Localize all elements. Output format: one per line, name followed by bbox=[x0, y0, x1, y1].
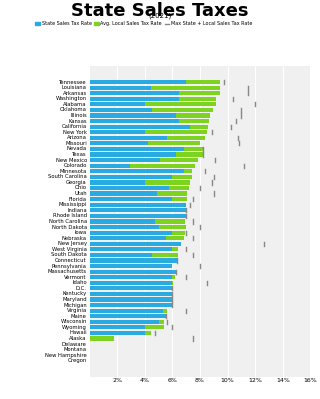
Bar bbox=[90, 147, 184, 151]
Bar bbox=[172, 231, 185, 235]
Bar bbox=[90, 130, 145, 134]
Bar bbox=[169, 186, 189, 190]
Bar bbox=[90, 192, 156, 196]
Bar bbox=[145, 102, 216, 107]
Bar bbox=[90, 169, 184, 173]
Bar bbox=[90, 280, 172, 285]
Bar bbox=[90, 152, 176, 157]
Bar bbox=[90, 91, 179, 95]
Bar bbox=[145, 325, 164, 330]
Bar bbox=[167, 136, 205, 140]
Bar bbox=[152, 108, 213, 112]
Bar bbox=[160, 158, 198, 162]
Bar bbox=[184, 147, 203, 151]
Bar bbox=[90, 270, 176, 274]
Bar bbox=[159, 225, 186, 229]
Bar bbox=[165, 236, 184, 240]
Bar bbox=[152, 253, 178, 257]
Bar bbox=[90, 314, 165, 318]
Bar bbox=[184, 169, 192, 173]
Bar bbox=[90, 286, 172, 290]
Bar bbox=[90, 264, 172, 268]
Bar bbox=[90, 175, 172, 179]
Bar bbox=[90, 336, 114, 341]
Bar bbox=[90, 308, 163, 313]
Bar bbox=[179, 119, 209, 123]
Bar bbox=[90, 303, 172, 307]
Bar bbox=[155, 219, 185, 223]
Bar bbox=[90, 136, 167, 140]
Bar bbox=[163, 308, 167, 313]
Bar bbox=[90, 259, 177, 263]
Bar bbox=[90, 203, 186, 207]
Bar bbox=[90, 208, 186, 212]
Bar bbox=[90, 275, 172, 279]
Bar bbox=[172, 197, 187, 201]
Bar bbox=[151, 85, 220, 90]
Bar bbox=[90, 231, 172, 235]
Bar bbox=[176, 152, 203, 157]
Bar bbox=[90, 297, 172, 302]
Bar bbox=[90, 80, 186, 84]
Bar bbox=[90, 320, 159, 324]
Bar bbox=[90, 113, 176, 118]
Legend: State Sales Tax Rate, Avg. Local Sales Tax Rate, Max State + Local Sales Tax Rat: State Sales Tax Rate, Avg. Local Sales T… bbox=[35, 20, 253, 27]
Bar bbox=[172, 175, 192, 179]
Bar bbox=[156, 192, 188, 196]
Bar bbox=[90, 85, 151, 90]
Bar bbox=[90, 214, 186, 218]
Bar bbox=[90, 219, 155, 223]
Bar bbox=[90, 97, 179, 101]
Bar bbox=[159, 320, 164, 324]
Bar bbox=[148, 141, 200, 146]
Bar bbox=[176, 113, 210, 118]
Bar bbox=[90, 242, 181, 246]
Bar bbox=[172, 275, 175, 279]
Bar bbox=[90, 124, 190, 129]
Bar bbox=[179, 91, 220, 95]
Bar bbox=[190, 124, 208, 129]
Bar bbox=[90, 331, 145, 335]
Bar bbox=[90, 325, 145, 330]
Bar bbox=[145, 331, 151, 335]
Bar bbox=[145, 130, 207, 134]
Bar bbox=[90, 197, 172, 201]
Bar bbox=[179, 97, 216, 101]
Bar bbox=[90, 102, 145, 107]
Bar bbox=[90, 119, 179, 123]
Text: (2021): (2021) bbox=[148, 13, 172, 19]
Bar bbox=[186, 80, 220, 84]
Bar bbox=[130, 164, 195, 168]
Bar bbox=[90, 247, 172, 251]
Bar bbox=[90, 158, 160, 162]
Bar bbox=[172, 247, 178, 251]
Bar bbox=[145, 180, 190, 184]
Bar bbox=[90, 236, 165, 240]
Bar bbox=[90, 141, 148, 146]
Bar bbox=[90, 108, 152, 112]
Bar bbox=[90, 292, 172, 296]
Bar bbox=[90, 253, 152, 257]
Bar bbox=[90, 180, 145, 184]
Bar bbox=[90, 186, 169, 190]
Bar bbox=[90, 164, 130, 168]
Text: State Sales Taxes: State Sales Taxes bbox=[71, 2, 249, 20]
Bar bbox=[90, 225, 159, 229]
